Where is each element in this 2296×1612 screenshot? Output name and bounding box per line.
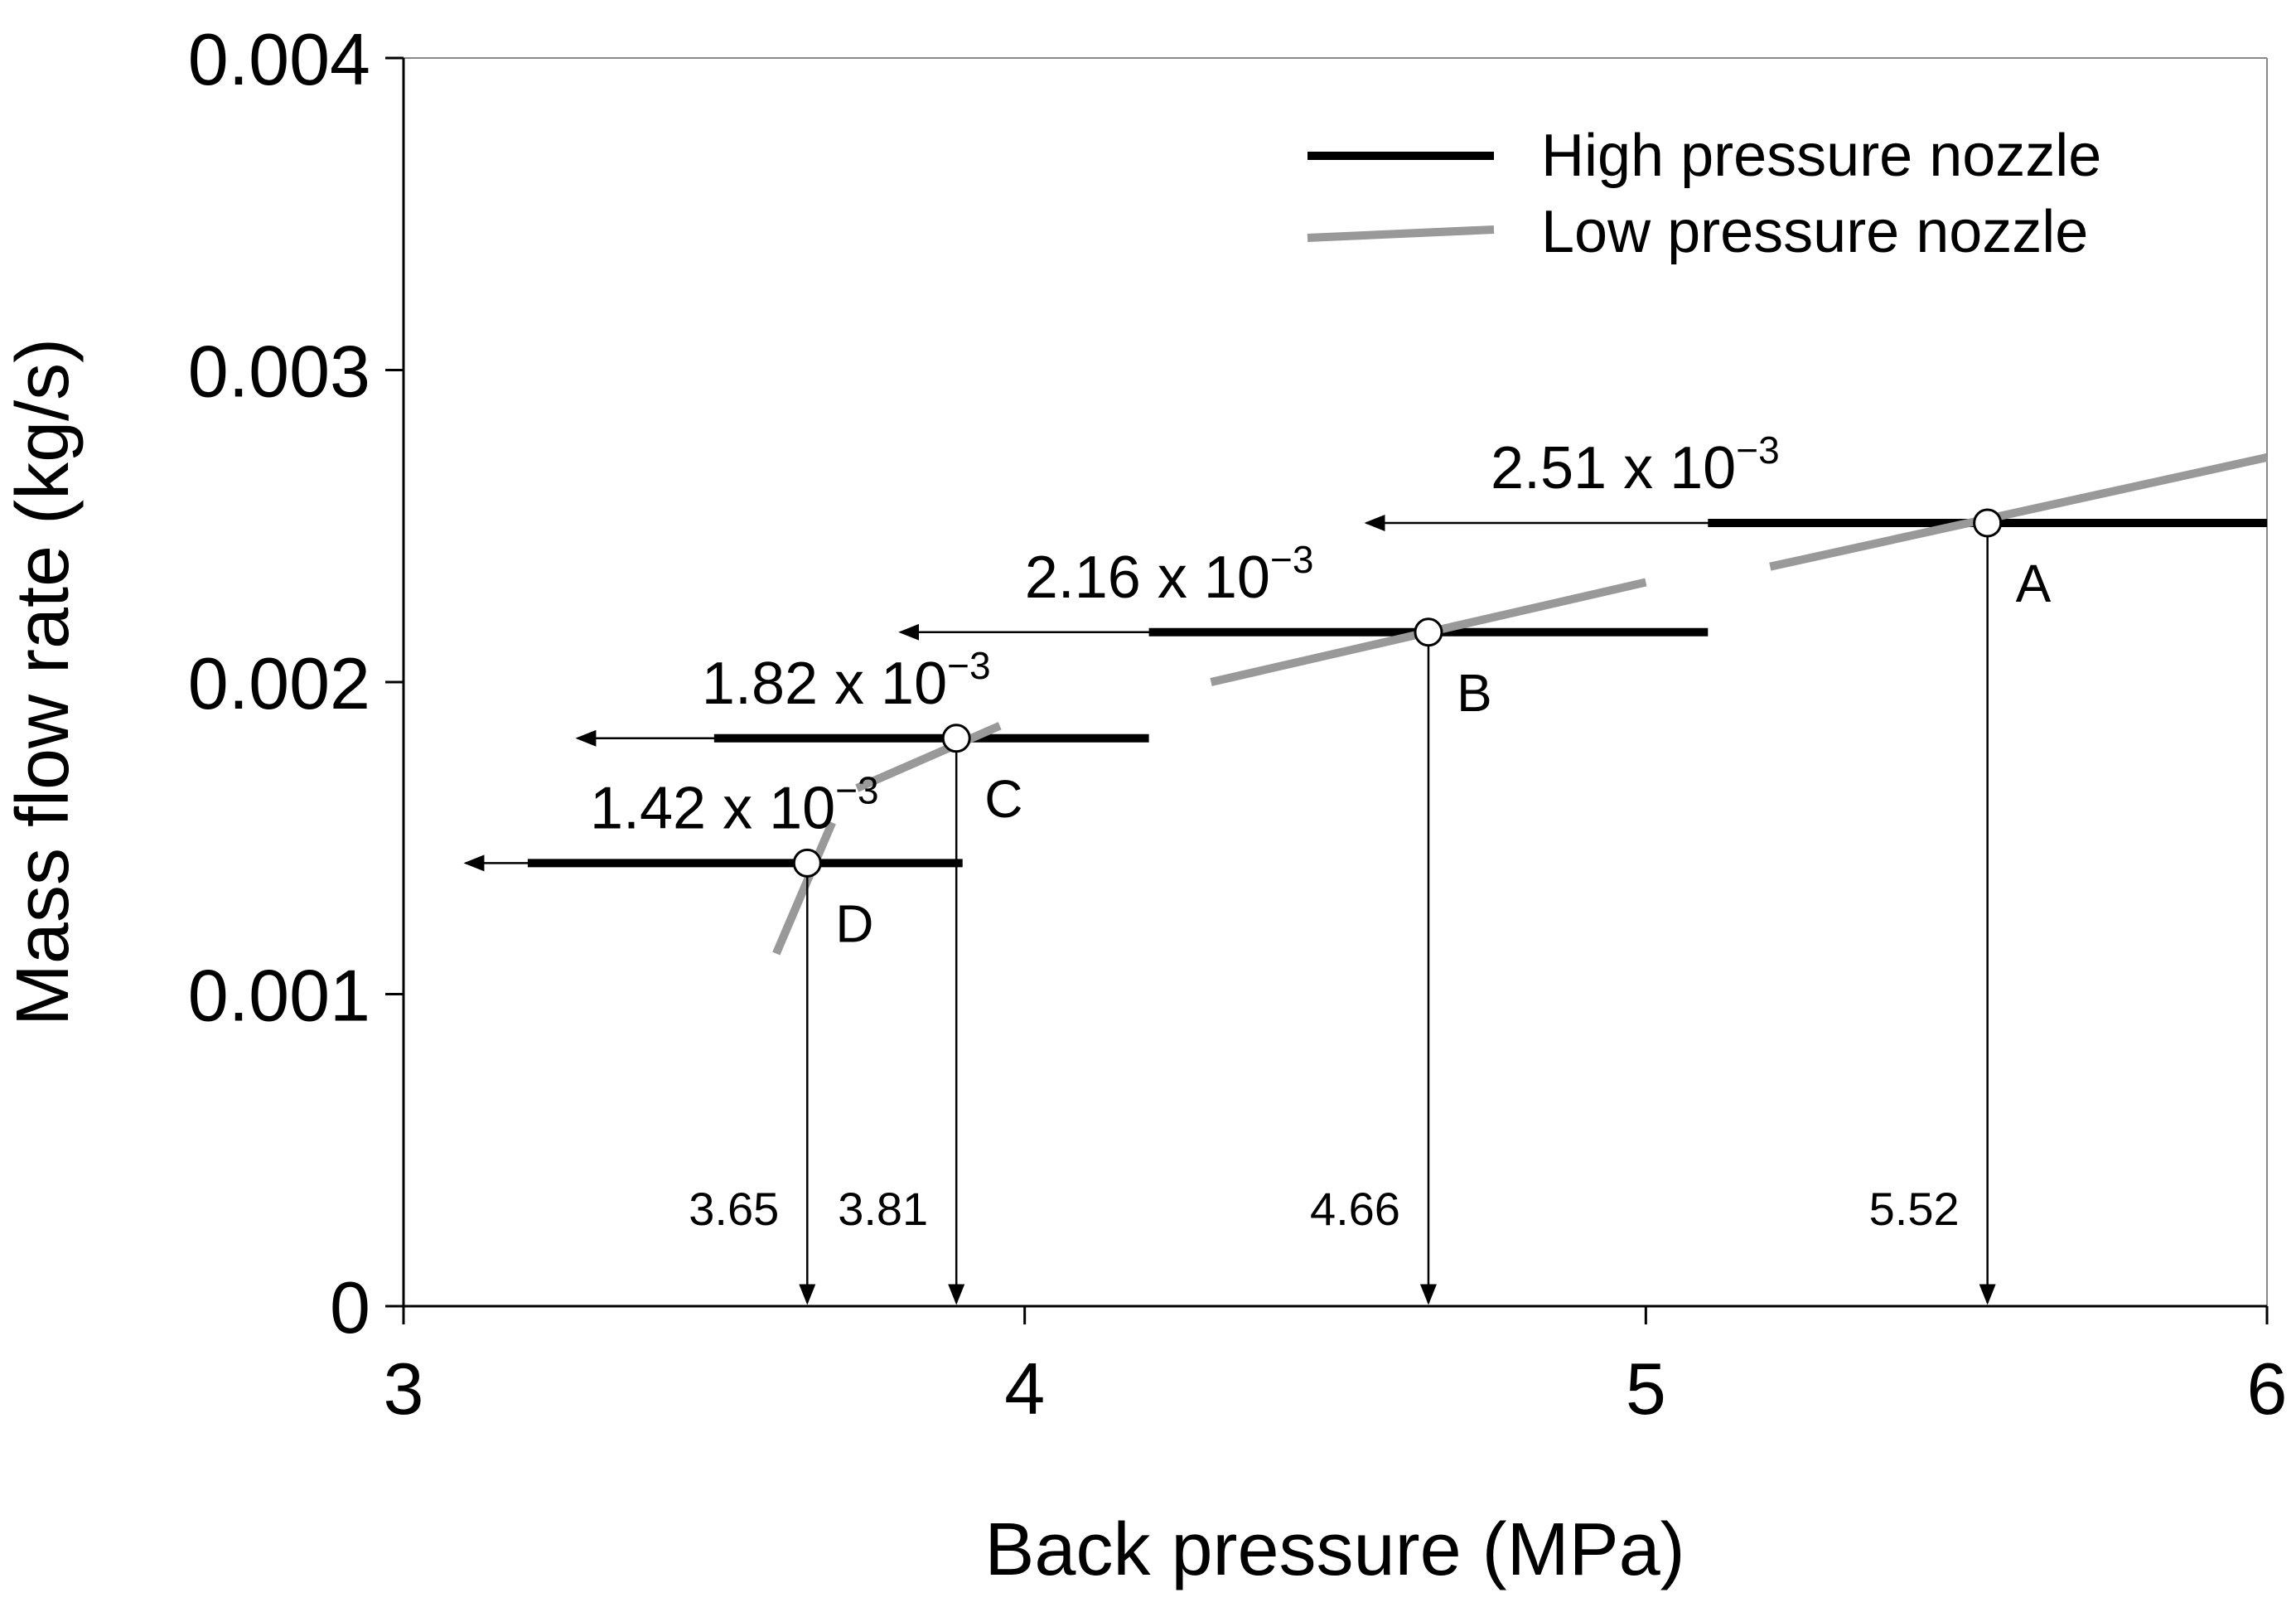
y-tick-label: 0.004	[188, 18, 370, 100]
flow-rate-exponent: −3	[1736, 428, 1779, 472]
flow-rate-exponent: −3	[835, 768, 878, 811]
pressure-value-label: 4.66	[1310, 1183, 1400, 1235]
y-tick-label: 0	[330, 1266, 370, 1348]
x-axis-title: Back pressure (MPa)	[984, 1508, 1685, 1591]
y-tick-label: 0.002	[188, 642, 370, 724]
flow-rate-label: 2.16 x 10−3	[1025, 538, 1314, 611]
x-tick-label: 5	[1626, 1348, 1666, 1430]
x-tick-label: 4	[1004, 1348, 1045, 1430]
x-tick-label: 6	[2247, 1348, 2288, 1430]
operating-point-label: A	[2016, 554, 2052, 613]
pressure-drop-arrows: 5.52 4.66 3.81 3.65	[689, 522, 1996, 1305]
flow-rate-arrows: 2.51 x 10−32.16 x 10−31.82 x 10−31.42 x …	[463, 428, 1822, 872]
operating-point-label: D	[835, 893, 873, 953]
low-pressure-segment	[855, 722, 1002, 792]
flow-rate-label: 1.42 x 10−3	[590, 768, 879, 841]
operating-point-marker	[1973, 508, 2003, 538]
flow-rate-exponent: −3	[947, 644, 990, 687]
operating-point-marker	[941, 724, 971, 753]
flow-rate-label: 1.82 x 10−3	[702, 644, 991, 717]
operating-points: A B C D	[792, 508, 2052, 953]
y-tick-label: 0.003	[188, 331, 370, 413]
legend: High pressure nozzle Low pressure nozzle	[1307, 123, 2101, 265]
y-axis-ticks: 0 0.001 0.002 0.003 0.004	[188, 18, 404, 1348]
operating-point-label: C	[984, 769, 1022, 829]
pressure-value-label: 3.65	[689, 1183, 779, 1235]
operating-point-marker	[1414, 617, 1443, 647]
y-tick-label: 0.001	[188, 955, 370, 1037]
pressure-value-label: 5.52	[1869, 1183, 1960, 1235]
operating-point-marker	[792, 848, 822, 878]
operating-point-label: B	[1457, 663, 1492, 723]
legend-swatch-low	[1307, 225, 1495, 242]
flow-rate-mantissa: 1.42 x 10	[590, 775, 835, 841]
flow-rate-mantissa: 2.51 x 10	[1491, 435, 1736, 501]
flow-rate-mantissa: 1.82 x 10	[702, 651, 947, 717]
low-pressure-segment	[772, 821, 836, 956]
pressure-value-label: 3.81	[838, 1183, 928, 1235]
legend-label-high: High pressure nozzle	[1541, 123, 2101, 189]
y-axis-title: Mass flow rate (kg/s)	[2, 338, 85, 1026]
flow-rate-exponent: −3	[1270, 538, 1313, 581]
legend-label-low: Low pressure nozzle	[1541, 199, 2088, 265]
x-axis-ticks: 3 4 5 6	[384, 1306, 2288, 1430]
flow-rate-mantissa: 2.16 x 10	[1025, 545, 1270, 611]
x-tick-label: 3	[384, 1348, 424, 1430]
low-pressure-segment	[1769, 453, 2269, 571]
flow-rate-label: 2.51 x 10−3	[1491, 428, 1780, 501]
